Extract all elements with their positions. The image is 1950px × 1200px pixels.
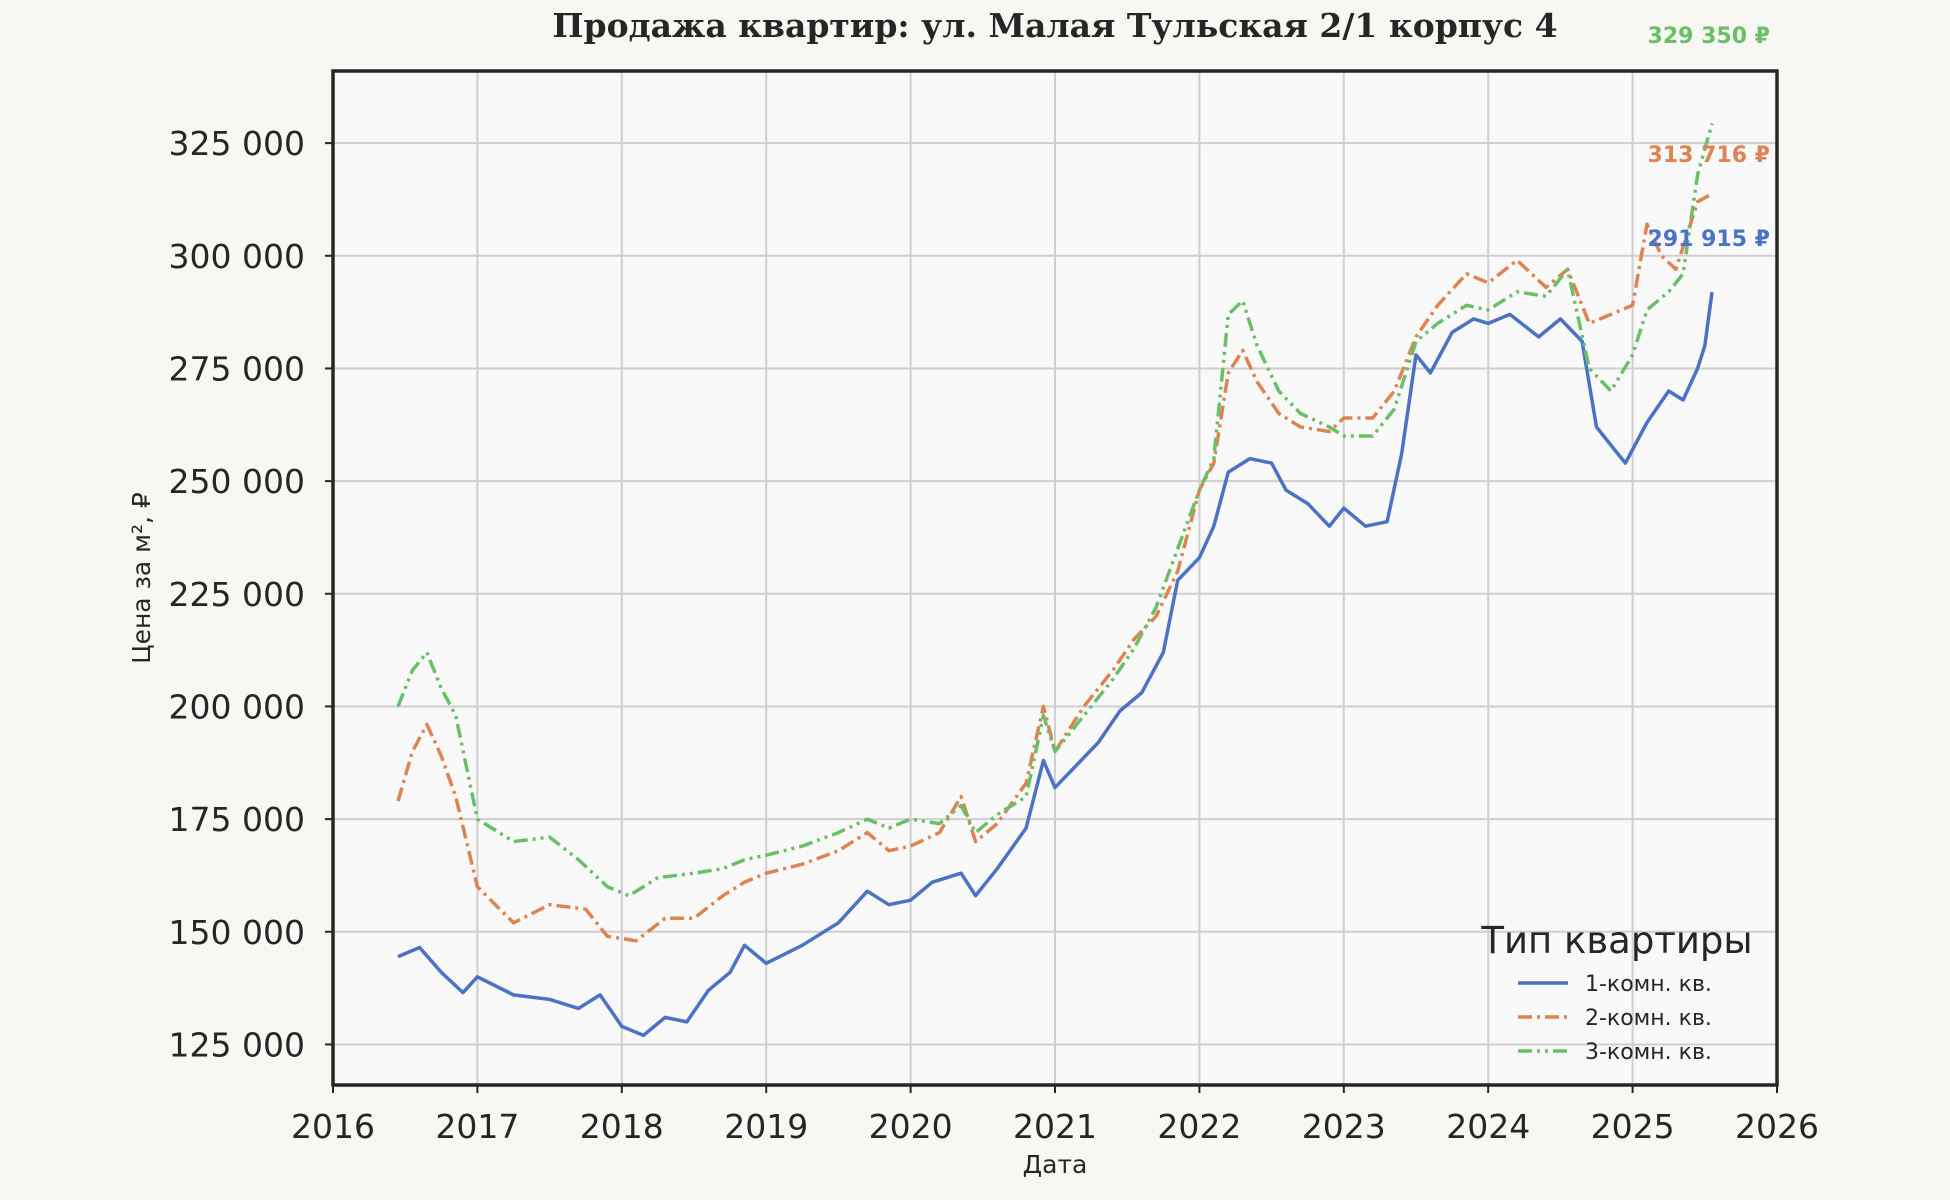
y-tick-label: 200 000 xyxy=(169,687,305,726)
y-tick-label: 300 000 xyxy=(169,237,305,276)
y-tick-label: 225 000 xyxy=(169,575,305,614)
legend-label-1: 1-комн. кв. xyxy=(1585,972,1712,997)
y-tick-label: 325 000 xyxy=(169,124,305,163)
series-layer xyxy=(396,123,1714,1038)
x-tick-label: 2022 xyxy=(1157,1107,1241,1146)
x-tick-label: 2025 xyxy=(1591,1107,1675,1146)
end-value-label-3: 329 350 ₽ xyxy=(1648,24,1770,49)
end-value-label-1: 291 915 ₽ xyxy=(1648,227,1770,252)
legend-label-3: 3-комн. кв. xyxy=(1585,1040,1712,1065)
x-ticks: 2016 2017 2018 2019 2020 2021 2022 2023 2024 2025… xyxy=(291,1085,1819,1146)
y-tick-label: 250 000 xyxy=(169,462,305,501)
legend-item-1: 1-комн. кв. xyxy=(1518,972,1712,997)
x-tick-label: 2018 xyxy=(580,1107,664,1146)
y-tick-label: 275 000 xyxy=(169,349,305,388)
y-tick-label: 125 000 xyxy=(169,1025,305,1064)
x-tick-label: 2019 xyxy=(724,1107,808,1146)
series-line-3 xyxy=(396,123,1714,898)
y-axis-label: Цена за м², ₽ xyxy=(127,492,156,664)
end-value-label-2: 313 716 ₽ xyxy=(1648,143,1770,168)
legend: Тип квартиры 1-комн. кв. 2-комн. кв. 3-к… xyxy=(1480,919,1752,1065)
y-ticks: 125 000 150 000 175 000 200 000 225 000 250 0… xyxy=(169,124,333,1064)
y-tick-label: 175 000 xyxy=(169,800,305,839)
x-tick-label: 2024 xyxy=(1446,1107,1530,1146)
legend-item-3: 3-комн. кв. xyxy=(1518,1040,1712,1065)
grid xyxy=(333,71,1777,1085)
x-tick-label: 2023 xyxy=(1302,1107,1386,1146)
x-axis-label: Дата xyxy=(1023,1150,1088,1179)
end-labels: 291 915 ₽ 313 716 ₽ 329 350 ₽ xyxy=(1648,24,1770,252)
legend-label-2: 2-комн. кв. xyxy=(1585,1006,1712,1031)
series-line-1 xyxy=(397,291,1714,1038)
x-tick-label: 2017 xyxy=(435,1107,519,1146)
chart-title: Продажа квартир: ул. Малая Тульская 2/1 … xyxy=(552,6,1557,45)
x-tick-label: 2016 xyxy=(291,1107,375,1146)
legend-item-2: 2-комн. кв. xyxy=(1518,1006,1712,1031)
series-line-2 xyxy=(396,192,1713,943)
y-tick-label: 150 000 xyxy=(169,913,305,952)
x-tick-label: 2026 xyxy=(1735,1107,1819,1146)
x-tick-label: 2020 xyxy=(869,1107,953,1146)
legend-title: Тип квартиры xyxy=(1480,919,1752,962)
x-tick-label: 2021 xyxy=(1013,1107,1097,1146)
